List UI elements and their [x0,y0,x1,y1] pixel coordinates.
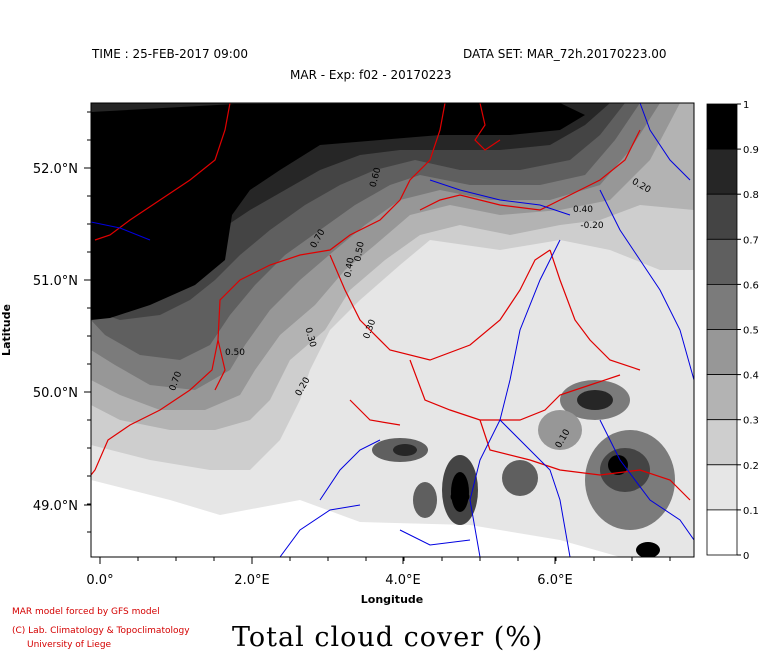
y-axis-label: Latitude [0,304,13,356]
rivers [91,103,694,557]
contour-label: 0.50 [225,348,245,358]
experiment-label: MAR - Exp: f02 - 20170223 [290,68,452,82]
credit-line-2: (C) Lab. Climatology & Topoclimatology [12,626,190,636]
map-axis-ticks: 0.0° 2.0°E 4.0°E 6.0°E 52.0°N 51.0°N 50.0°N 49.… [33,111,671,588]
credit-line-1: MAR model forced by GFS model [12,607,160,617]
colorbar-label: 0.5 [743,326,759,337]
cell-south-3b [393,444,417,456]
colorbar: 1 0.9 0.8 0.7 0.6 0.5 0.4 0.3 0.2 0.1 0 [706,100,759,562]
colorbar-swatch [706,148,738,195]
dataset-label: DATA SET: MAR_72h.20170223.00 [463,47,667,61]
colorbar-label: 0.7 [743,235,759,246]
colorbar-swatch [706,464,738,511]
colorbar-swatch [706,193,738,240]
contour-label: 0.50 [450,493,470,503]
time-label: TIME : 25-FEB-2017 09:00 [92,47,249,61]
cell-south-2 [413,482,437,518]
cell-se-2b [577,390,613,410]
colorbar-swatch [706,103,738,150]
contour-label: -0.20 [580,221,604,231]
country-borders [91,103,691,501]
cell-se-5 [636,542,660,557]
colorbar-label: 0.6 [743,280,759,291]
contour-label: 0.40 [573,205,593,215]
colorbar-label: 0.4 [743,371,759,382]
colorbar-label: 0 [743,551,749,562]
cell-se-3c [608,455,628,475]
contour-label: 0.40 [343,257,356,279]
x-tick-label: 6.0°E [537,573,572,588]
y-tick-label: 52.0°N [33,162,78,177]
colorbar-label: 0.2 [743,461,759,472]
cell-south-1b [451,472,469,512]
colorbar-label: 0.8 [743,190,759,201]
colorbar-label: 0.3 [743,416,759,427]
y-tick-label: 49.0°N [33,499,78,514]
colorbar-swatch [706,419,738,466]
x-tick-label: 4.0°E [385,573,420,588]
band-0.9 [91,103,585,320]
x-tick-label: 0.0° [86,573,113,588]
x-axis-label: Longitude [361,593,423,606]
cell-se-4 [538,410,582,450]
colorbar-label: 0.9 [743,145,759,156]
y-tick-label: 51.0°N [33,274,78,289]
credit-line-3: University of Liege [27,640,112,650]
plot-frame [90,102,695,558]
colorbar-swatch [706,374,738,421]
map-title: Total cloud cover (%) [232,622,544,653]
x-tick-label: 2.0°E [234,573,269,588]
colorbar-swatch [706,509,738,556]
cell-se-1 [502,460,538,496]
colorbar-label: 1 [743,100,749,111]
cloud-field [91,103,694,557]
colorbar-swatch [706,329,738,375]
colorbar-label: 0.1 [743,506,759,517]
y-tick-label: 50.0°N [33,386,78,401]
colorbar-swatch [706,283,738,330]
contour-label: 0.50 [353,241,366,263]
colorbar-swatch [706,238,738,285]
